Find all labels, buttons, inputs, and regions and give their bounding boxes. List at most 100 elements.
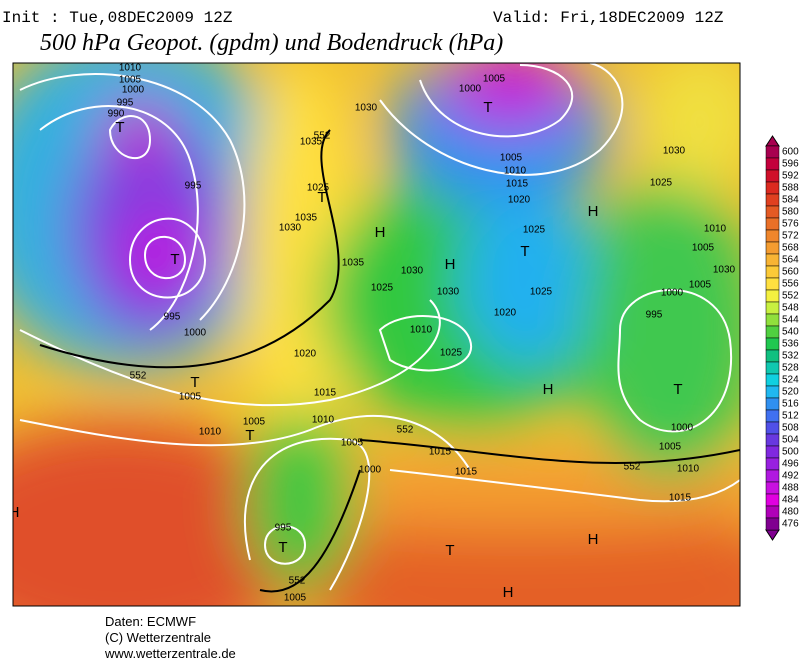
init-time: Init : Tue,08DEC2009 12Z <box>2 9 233 27</box>
legend-cap <box>765 135 780 147</box>
isobar-label: 1015 <box>314 388 337 399</box>
isobar-label: 1010 <box>410 325 433 336</box>
legend-label: 596 <box>782 159 799 170</box>
isobar-label: 552 <box>130 371 147 382</box>
legend-label: 500 <box>782 447 799 458</box>
legend-label: 556 <box>782 279 799 290</box>
legend-swatch <box>765 361 780 375</box>
isobar-label: 1010 <box>704 224 727 235</box>
isobar-label: 1010 <box>199 427 222 438</box>
legend-swatch <box>765 421 780 435</box>
isobar-label: 1005 <box>500 153 523 164</box>
pressure-center: H <box>9 504 20 521</box>
legend-label: 532 <box>782 351 799 362</box>
legend-label: 560 <box>782 267 799 278</box>
legend-swatch <box>765 157 780 171</box>
isobar-label: 1005 <box>689 280 712 291</box>
isobar-label: 1025 <box>650 178 673 189</box>
pressure-center: H <box>588 531 599 548</box>
legend-label: 548 <box>782 303 799 314</box>
legend-label: 536 <box>782 339 799 350</box>
isobar-label: 1005 <box>692 243 715 254</box>
legend-swatch <box>765 457 780 471</box>
isobar-label: 1020 <box>294 349 317 360</box>
isobar-label: 1000 <box>184 328 207 339</box>
isobar-label: 1015 <box>429 447 452 458</box>
legend-swatch <box>765 313 780 327</box>
legend-label: 496 <box>782 459 799 470</box>
legend-label: 588 <box>782 183 799 194</box>
pressure-center: T <box>317 189 326 206</box>
isobar-label: 995 <box>275 523 292 534</box>
isobar-label: 995 <box>185 181 202 192</box>
pressure-center: T <box>520 243 529 260</box>
isobar-label: 552 <box>624 462 641 473</box>
legend-swatch <box>765 301 780 315</box>
isobar-label: 1010 <box>119 63 142 74</box>
legend-swatch <box>765 145 780 159</box>
legend-cap <box>765 529 780 541</box>
isobar-label: 1020 <box>494 308 517 319</box>
legend-swatch <box>765 469 780 483</box>
isobar-label: 1005 <box>341 438 364 449</box>
map-frame <box>12 62 741 607</box>
legend-swatch <box>765 169 780 183</box>
legend-swatch <box>765 409 780 423</box>
isobar-label: 1035 <box>295 213 318 224</box>
legend-swatch <box>765 241 780 255</box>
legend-label: 476 <box>782 519 799 530</box>
legend-swatch <box>765 481 780 495</box>
pressure-center: H <box>445 256 456 273</box>
legend-label: 568 <box>782 243 799 254</box>
legend-swatch <box>765 193 780 207</box>
legend-swatch <box>765 505 780 519</box>
legend-label: 488 <box>782 483 799 494</box>
isobar-label: 1025 <box>307 183 330 194</box>
legend-label: 544 <box>782 315 799 326</box>
legend-swatch <box>765 217 780 231</box>
url: www.wetterzentrale.de <box>104 646 236 661</box>
isobar-label: 1000 <box>359 465 382 476</box>
valid-time: Valid: Fri,18DEC2009 12Z <box>493 9 724 27</box>
isobar-label: 995 <box>117 98 134 109</box>
legend-swatch <box>765 289 780 303</box>
isobar-label: 1005 <box>659 442 682 453</box>
isobar-label: 1015 <box>506 179 529 190</box>
isobar-label: 552 <box>397 425 414 436</box>
isobar-label: 1030 <box>279 223 302 234</box>
isobar-label: 990 <box>108 109 125 120</box>
source: Daten: ECMWF <box>105 614 196 629</box>
copyright: (C) Wetterzentrale <box>105 630 211 645</box>
legend-label: 512 <box>782 411 799 422</box>
pressure-center: H <box>503 584 514 601</box>
isobar-label: 1010 <box>504 166 527 177</box>
legend-swatch <box>765 493 780 507</box>
legend-label: 600 <box>782 147 799 158</box>
isobar-label: 1025 <box>523 225 546 236</box>
isobar-label: 1000 <box>459 84 482 95</box>
legend-swatch <box>765 385 780 399</box>
isobar-label: 1025 <box>440 348 463 359</box>
isobar-label: 1010 <box>677 464 700 475</box>
isobar-label: 1005 <box>119 75 142 86</box>
legend-label: 540 <box>782 327 799 338</box>
legend-swatch <box>765 181 780 195</box>
isobar-label: 1005 <box>179 392 202 403</box>
legend-swatch <box>765 337 780 351</box>
legend-label: 520 <box>782 387 799 398</box>
legend-label: 508 <box>782 423 799 434</box>
legend-label: 564 <box>782 255 799 266</box>
legend-label: 592 <box>782 171 799 182</box>
isobar-label: 1005 <box>284 593 307 604</box>
legend-label: 492 <box>782 471 799 482</box>
isobar-label: 1030 <box>355 103 378 114</box>
isobar-label: 1025 <box>530 287 553 298</box>
legend-swatch <box>765 277 780 291</box>
pressure-center: H <box>543 381 554 398</box>
isobar-label: 552 <box>314 131 331 142</box>
isobar-label: 995 <box>164 312 181 323</box>
legend-label: 576 <box>782 219 799 230</box>
pressure-center: T <box>483 99 492 116</box>
